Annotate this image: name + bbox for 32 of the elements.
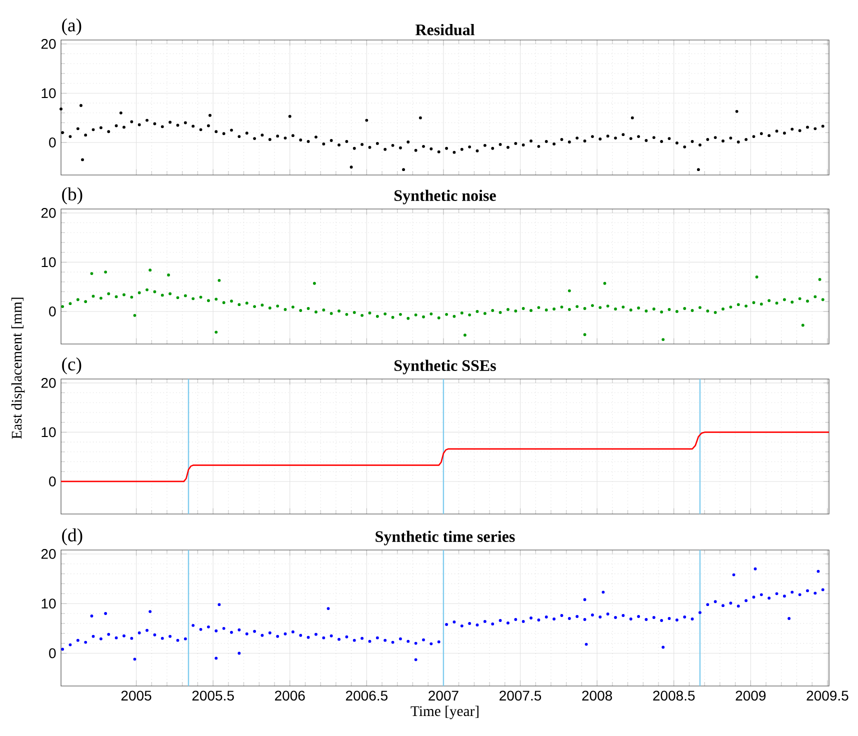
x-tick-label: 2006 [275,690,305,701]
text: (a) [62,18,82,36]
y-tick-label: 10 [42,88,56,98]
text: (c) [62,357,82,374]
y-tick-label: 0 [49,138,56,148]
x-tick-label: 2007.5 [500,690,542,701]
y-tick-label: 0 [49,476,56,486]
x-tick-label: 2005.5 [192,690,234,701]
y-axis-title: East displacement [mm] [11,298,25,439]
y-tick-label: 10 [42,257,56,268]
y-tick-label: 20 [41,208,56,218]
x-tick-label: 2005 [121,690,152,701]
chart-title: Synthetic SSEs [394,360,496,374]
chart-title: Synthetic time series [376,530,515,546]
chart-title: Residual [415,24,474,36]
text: (b) [62,187,82,204]
y-tick-label: 10 [42,427,56,438]
x-tick-label: 2008.5 [653,690,695,701]
y-tick-label: 20 [41,378,56,388]
y-tick-label: 20 [41,549,56,559]
y-tick-label: 0 [49,648,56,658]
y-tick-label: 20 [41,38,56,49]
x-tick-label: 2007 [428,690,458,701]
x-axis-title: Time [year] [410,706,478,720]
y-tick-label: 0 [49,306,56,316]
chart-title: Synthetic noise [394,190,496,204]
text: (d) [62,528,82,546]
x-tick-label: 2009.5 [806,690,848,701]
x-tick-label: 2006.5 [346,690,388,701]
x-tick-label: 2008 [582,690,612,701]
y-tick-label: 10 [42,598,56,609]
x-tick-label: 2009 [736,690,766,701]
